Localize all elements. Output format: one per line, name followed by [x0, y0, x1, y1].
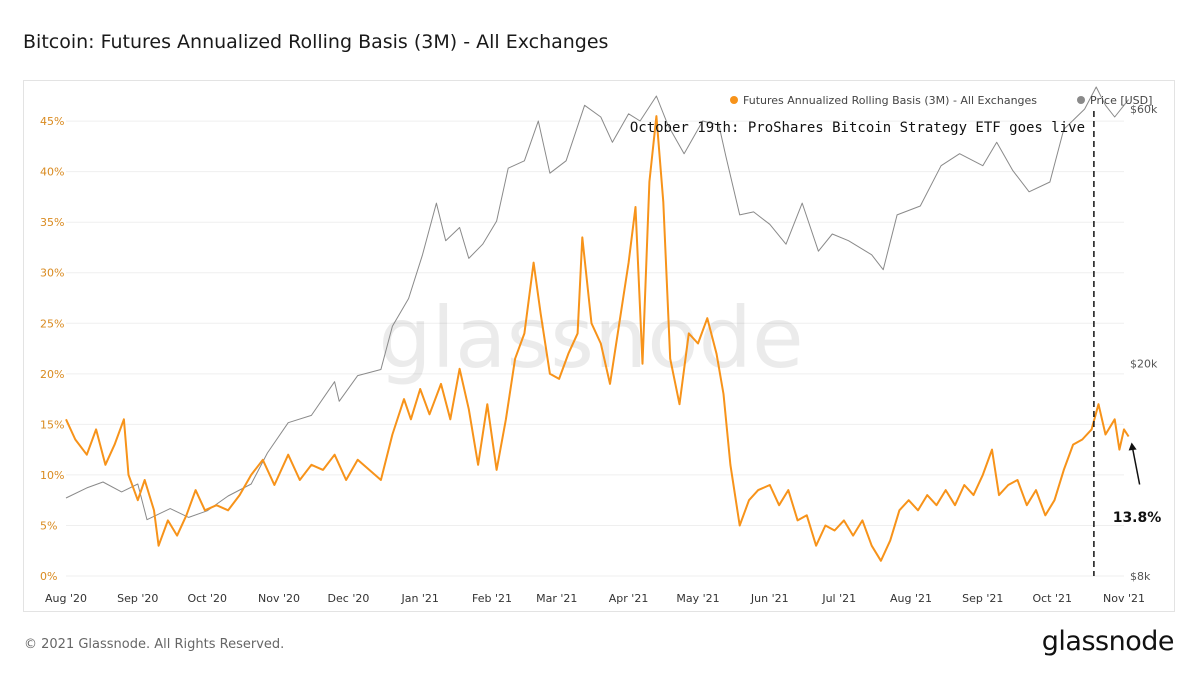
grid-lines	[66, 120, 1124, 577]
legend-label-price: Price [USD]	[1090, 94, 1152, 107]
etf-annotation-label: October 19th: ProShares Bitcoin Strategy…	[630, 120, 1085, 136]
x-tick-label: Aug '20	[45, 592, 87, 605]
price-line	[65, 86, 1129, 521]
x-tick-label: Jun '21	[750, 592, 789, 605]
x-tick-label: Oct '21	[1032, 592, 1072, 605]
price-series	[65, 86, 1129, 521]
x-tick-label: Feb '21	[472, 592, 512, 605]
left-tick-label: 20%	[40, 368, 64, 381]
left-axis: 0% 5% 10% 15% 20% 25% 30% 35% 40% 45%	[40, 115, 64, 583]
left-tick-label: 45%	[40, 115, 64, 128]
left-tick-label: 25%	[40, 317, 64, 330]
x-tick-label: Nov '21	[1103, 592, 1145, 605]
x-tick-label: Oct '20	[187, 592, 227, 605]
arrow-head	[1128, 442, 1137, 451]
x-tick-label: May '21	[676, 592, 719, 605]
left-tick-label: 30%	[40, 267, 64, 280]
legend-item-basis[interactable]: Futures Annualized Rolling Basis (3M) - …	[730, 94, 1037, 107]
arrow-shaft	[1131, 448, 1141, 485]
etf-annotation: October 19th: ProShares Bitcoin Strategy…	[630, 111, 1095, 576]
basis-line	[65, 115, 1130, 562]
glassnode-logo: glassnode	[1041, 626, 1175, 657]
x-tick-label: Mar '21	[536, 592, 577, 605]
legend-dot-price	[1077, 96, 1085, 104]
x-tick-label: Nov '20	[258, 592, 300, 605]
x-tick-label: Apr '21	[609, 592, 649, 605]
right-tick-label: $60k	[1130, 103, 1158, 116]
left-tick-label: 10%	[40, 469, 64, 482]
legend-dot-basis	[730, 96, 738, 104]
left-tick-label: 0%	[40, 570, 57, 583]
chart-svg: glassnode 0% 5% 10% 15% 20% 25% 30% 35% 40% 45% $…	[40, 86, 1162, 605]
x-tick-label: Jan '21	[400, 592, 438, 605]
x-tick-label: Dec '20	[328, 592, 370, 605]
x-tick-label: Aug '21	[890, 592, 932, 605]
glassnode-watermark: glassnode	[378, 289, 803, 387]
x-tick-label: Sep '20	[117, 592, 158, 605]
chart-frame: glassnode 0% 5% 10% 15% 20% 25% 30% 35% 40% 45% $…	[23, 80, 1175, 612]
legend-item-price[interactable]: Price [USD]	[1077, 94, 1152, 107]
x-axis: Aug '20 Sep '20 Oct '20 Nov '20 Dec '20 Jan '…	[45, 592, 1145, 605]
x-tick-label: Sep '21	[962, 592, 1003, 605]
right-tick-label: $8k	[1130, 570, 1151, 583]
x-tick-label: Jul '21	[821, 592, 856, 605]
basis-series	[65, 115, 1130, 562]
right-tick-label: $20k	[1130, 358, 1158, 371]
left-tick-label: 5%	[40, 519, 57, 532]
current-value-label: 13.8%	[1113, 510, 1162, 526]
right-axis: $8k $20k $60k	[1130, 103, 1158, 583]
left-tick-label: 35%	[40, 216, 64, 229]
chart-title: Bitcoin: Futures Annualized Rolling Basi…	[23, 31, 609, 53]
left-tick-label: 40%	[40, 166, 64, 179]
left-tick-label: 15%	[40, 418, 64, 431]
current-value-annotation: 13.8%	[1113, 442, 1162, 526]
chart-legend[interactable]: Futures Annualized Rolling Basis (3M) - …	[730, 94, 1152, 107]
legend-label-basis: Futures Annualized Rolling Basis (3M) - …	[743, 94, 1037, 107]
footer-copyright: © 2021 Glassnode. All Rights Reserved.	[24, 637, 285, 652]
